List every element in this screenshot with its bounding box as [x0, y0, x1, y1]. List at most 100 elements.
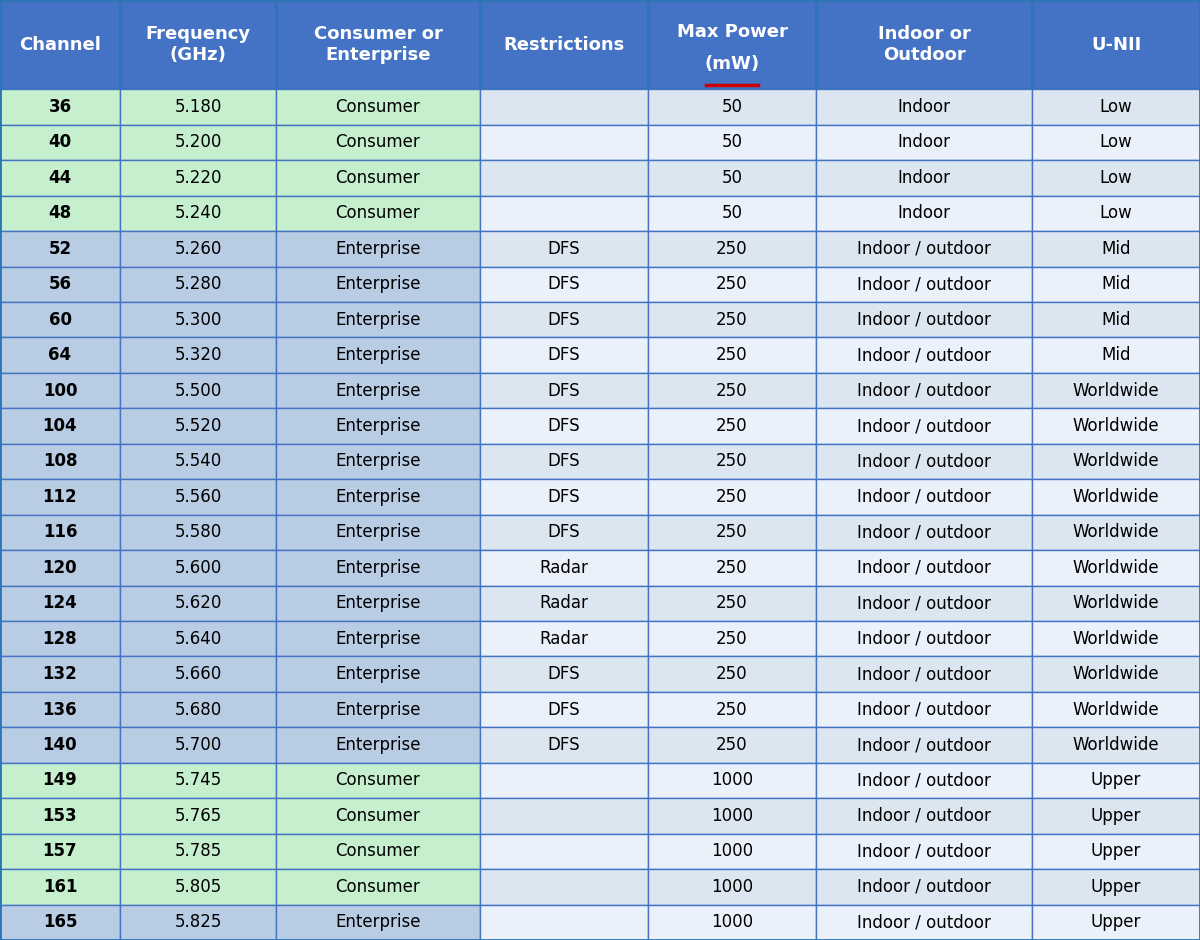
Text: Indoor / outdoor: Indoor / outdoor: [857, 914, 991, 932]
FancyBboxPatch shape: [1032, 798, 1200, 834]
Text: DFS: DFS: [547, 488, 581, 506]
Text: 140: 140: [43, 736, 77, 754]
FancyBboxPatch shape: [816, 692, 1032, 728]
Text: Indoor: Indoor: [898, 98, 950, 116]
Text: Consumer: Consumer: [336, 772, 420, 790]
FancyBboxPatch shape: [816, 196, 1032, 231]
Text: 5.700: 5.700: [174, 736, 222, 754]
Text: Upper: Upper: [1091, 878, 1141, 896]
Text: 112: 112: [43, 488, 77, 506]
FancyBboxPatch shape: [648, 728, 816, 762]
FancyBboxPatch shape: [816, 0, 1032, 89]
Text: 250: 250: [716, 382, 748, 400]
FancyBboxPatch shape: [276, 125, 480, 160]
FancyBboxPatch shape: [480, 586, 648, 621]
Text: Indoor / outdoor: Indoor / outdoor: [857, 558, 991, 577]
Text: 1000: 1000: [710, 807, 754, 825]
FancyBboxPatch shape: [480, 870, 648, 904]
FancyBboxPatch shape: [1032, 728, 1200, 762]
Text: 5.560: 5.560: [174, 488, 222, 506]
FancyBboxPatch shape: [816, 160, 1032, 196]
FancyBboxPatch shape: [120, 798, 276, 834]
Text: 5.620: 5.620: [174, 594, 222, 612]
FancyBboxPatch shape: [276, 515, 480, 550]
FancyBboxPatch shape: [276, 798, 480, 834]
FancyBboxPatch shape: [816, 550, 1032, 586]
FancyBboxPatch shape: [276, 586, 480, 621]
Text: 157: 157: [43, 842, 77, 860]
Text: Worldwide: Worldwide: [1073, 666, 1159, 683]
Text: 5.660: 5.660: [174, 666, 222, 683]
Text: 128: 128: [43, 630, 77, 648]
Text: Indoor / outdoor: Indoor / outdoor: [857, 878, 991, 896]
FancyBboxPatch shape: [1032, 656, 1200, 692]
Text: 153: 153: [43, 807, 77, 825]
FancyBboxPatch shape: [648, 479, 816, 515]
FancyBboxPatch shape: [120, 267, 276, 302]
Text: Upper: Upper: [1091, 842, 1141, 860]
FancyBboxPatch shape: [1032, 125, 1200, 160]
Text: Enterprise: Enterprise: [335, 346, 421, 364]
Text: 50: 50: [721, 98, 743, 116]
FancyBboxPatch shape: [0, 904, 120, 940]
Text: Indoor / outdoor: Indoor / outdoor: [857, 346, 991, 364]
Text: 108: 108: [43, 452, 77, 471]
FancyBboxPatch shape: [480, 834, 648, 870]
FancyBboxPatch shape: [120, 692, 276, 728]
FancyBboxPatch shape: [1032, 762, 1200, 798]
FancyBboxPatch shape: [120, 302, 276, 337]
FancyBboxPatch shape: [480, 408, 648, 444]
FancyBboxPatch shape: [276, 337, 480, 373]
Text: Worldwide: Worldwide: [1073, 452, 1159, 471]
Text: Indoor / outdoor: Indoor / outdoor: [857, 842, 991, 860]
FancyBboxPatch shape: [816, 408, 1032, 444]
FancyBboxPatch shape: [816, 762, 1032, 798]
Text: Upper: Upper: [1091, 772, 1141, 790]
Text: 5.785: 5.785: [174, 842, 222, 860]
FancyBboxPatch shape: [1032, 373, 1200, 408]
Text: Worldwide: Worldwide: [1073, 736, 1159, 754]
FancyBboxPatch shape: [276, 479, 480, 515]
FancyBboxPatch shape: [480, 728, 648, 762]
FancyBboxPatch shape: [480, 89, 648, 125]
FancyBboxPatch shape: [0, 656, 120, 692]
Text: Enterprise: Enterprise: [335, 452, 421, 471]
Text: 250: 250: [716, 666, 748, 683]
Text: Enterprise: Enterprise: [335, 275, 421, 293]
FancyBboxPatch shape: [120, 550, 276, 586]
Text: 250: 250: [716, 524, 748, 541]
Text: Enterprise: Enterprise: [335, 700, 421, 718]
Text: Indoor or
Outdoor: Indoor or Outdoor: [877, 24, 971, 65]
Text: 165: 165: [43, 914, 77, 932]
FancyBboxPatch shape: [816, 373, 1032, 408]
FancyBboxPatch shape: [120, 337, 276, 373]
FancyBboxPatch shape: [480, 373, 648, 408]
FancyBboxPatch shape: [120, 196, 276, 231]
FancyBboxPatch shape: [276, 870, 480, 904]
FancyBboxPatch shape: [480, 337, 648, 373]
FancyBboxPatch shape: [120, 89, 276, 125]
FancyBboxPatch shape: [816, 302, 1032, 337]
FancyBboxPatch shape: [120, 444, 276, 479]
Text: 250: 250: [716, 558, 748, 577]
Text: 5.500: 5.500: [174, 382, 222, 400]
FancyBboxPatch shape: [120, 904, 276, 940]
Text: 44: 44: [48, 169, 72, 187]
Text: DFS: DFS: [547, 382, 581, 400]
FancyBboxPatch shape: [1032, 0, 1200, 89]
Text: 60: 60: [48, 311, 72, 329]
Text: Consumer: Consumer: [336, 878, 420, 896]
FancyBboxPatch shape: [1032, 408, 1200, 444]
Text: 50: 50: [721, 169, 743, 187]
FancyBboxPatch shape: [648, 373, 816, 408]
Text: 5.765: 5.765: [174, 807, 222, 825]
Text: 250: 250: [716, 736, 748, 754]
FancyBboxPatch shape: [480, 762, 648, 798]
FancyBboxPatch shape: [120, 621, 276, 656]
Text: Radar: Radar: [540, 594, 588, 612]
FancyBboxPatch shape: [648, 196, 816, 231]
FancyBboxPatch shape: [648, 0, 816, 89]
Text: Worldwide: Worldwide: [1073, 382, 1159, 400]
FancyBboxPatch shape: [816, 444, 1032, 479]
Text: 5.805: 5.805: [174, 878, 222, 896]
